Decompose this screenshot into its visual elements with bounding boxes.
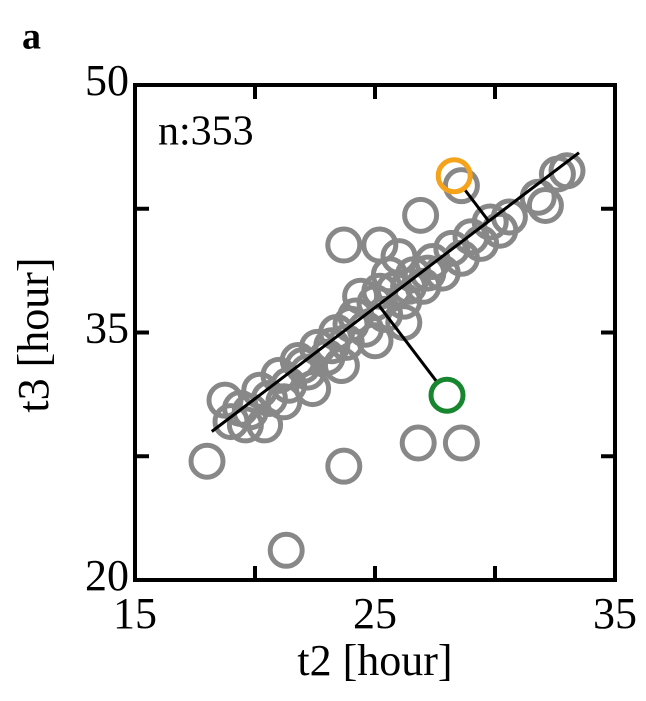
x-tick-label: 35 xyxy=(593,589,637,638)
point xyxy=(322,347,360,384)
point xyxy=(313,327,351,365)
point xyxy=(402,196,440,234)
residual-line xyxy=(462,187,490,223)
point xyxy=(342,277,380,315)
point xyxy=(188,442,226,480)
point xyxy=(246,406,284,444)
annotation: n:353 xyxy=(158,109,254,155)
point xyxy=(442,424,480,462)
point xyxy=(526,186,564,224)
plot-frame xyxy=(133,83,617,582)
point xyxy=(267,531,305,569)
panel-label: a xyxy=(22,16,41,58)
y-tick-label: 35 xyxy=(85,304,129,353)
y-tick-label: 20 xyxy=(85,551,129,600)
point xyxy=(361,226,399,264)
highlight-point xyxy=(435,157,473,195)
point xyxy=(538,155,576,193)
point xyxy=(325,447,363,485)
y-tick-label: 50 xyxy=(85,56,129,105)
point xyxy=(380,238,418,276)
point xyxy=(284,347,322,384)
point xyxy=(226,406,264,444)
y-axis-label: t3 [hour] xyxy=(9,257,58,412)
highlight-point xyxy=(428,376,466,414)
point xyxy=(442,167,480,205)
x-axis-label: t2 [hour] xyxy=(297,636,452,685)
point xyxy=(399,424,437,462)
point xyxy=(356,322,394,360)
point xyxy=(409,254,447,292)
fit-line xyxy=(210,151,580,433)
point xyxy=(325,226,363,264)
point xyxy=(294,370,332,408)
point xyxy=(519,178,557,216)
x-tick-label: 25 xyxy=(353,589,397,638)
x-tick-label: 15 xyxy=(113,589,157,638)
residual-line xyxy=(377,304,439,384)
point xyxy=(206,381,244,419)
point xyxy=(471,203,509,241)
